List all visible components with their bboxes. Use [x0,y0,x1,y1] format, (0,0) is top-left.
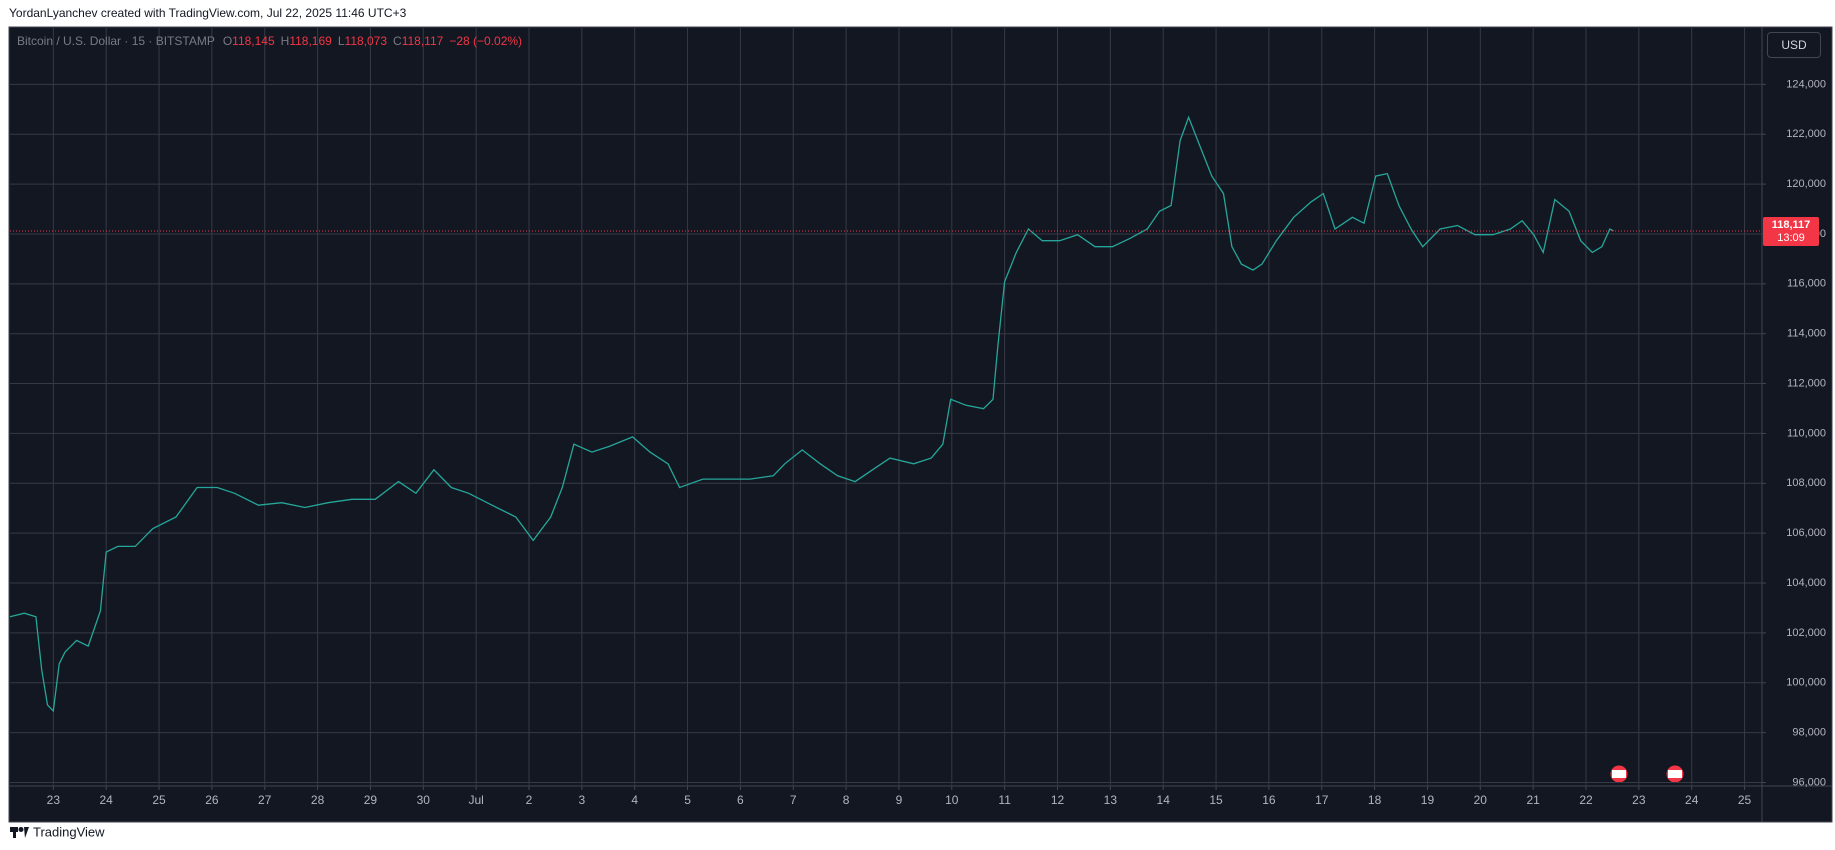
y-tick-label: 106,000 [1786,527,1826,539]
x-tick-label: 14 [1157,793,1171,807]
x-tick-label: 7 [790,793,797,807]
ohlc-value: 118,117 [401,34,444,48]
ohlc-value: 118,145 [232,34,275,48]
x-tick-label: 5 [684,793,691,807]
x-tick-label: 15 [1209,793,1223,807]
x-tick-label: 20 [1474,793,1488,807]
x-tick-label: 24 [1685,793,1699,807]
x-tick-label: 19 [1421,793,1435,807]
x-tick-label: 24 [100,793,114,807]
x-tick-label: 17 [1315,793,1329,807]
y-tick-label: 102,000 [1786,627,1826,639]
x-tick-label: 23 [1632,793,1646,807]
last-price-box [1763,217,1819,247]
x-tick-label: 28 [311,793,325,807]
y-tick-label: 98,000 [1792,727,1826,739]
y-tick-label: 116,000 [1787,278,1826,290]
ohlc-key: O [222,34,233,48]
x-tick-label: 10 [945,793,959,807]
ohlc-key: C [393,34,402,48]
currency-button[interactable]: USD [1767,32,1821,58]
header: YordanLyanchev created with TradingView.… [9,6,407,20]
y-tick-label: 104,000 [1786,577,1826,589]
x-tick-label: 2 [526,793,533,807]
ohlc-value: 118,169 [289,34,332,48]
grid [10,28,1762,785]
logo [10,827,29,838]
y-tick-label: 114,000 [1787,328,1826,340]
x-tick-label: Jul [468,793,483,807]
x-tick-label: 29 [364,793,378,807]
x-tick-label: 4 [631,793,638,807]
y-tick-label: 120,000 [1786,178,1826,190]
y-tick-label: 100,000 [1786,677,1826,689]
x-tick-label: 13 [1104,793,1118,807]
last-price-label: 118,117 [1772,219,1811,231]
y-tick-label: 122,000 [1786,128,1826,140]
x-tick-label: 6 [737,793,744,807]
x-tick-label: 23 [47,793,61,807]
y-tick-label: 110,000 [1787,427,1826,439]
ohlc-value: 118,073 [344,34,388,48]
x-tick-label: 8 [843,793,850,807]
price-line [9,115,1614,713]
ohlc-key: L [337,34,345,48]
change: −28 (−0.02%) [449,34,523,48]
x-tick-label: 16 [1262,793,1276,807]
footer: TradingView [33,824,105,839]
y-tick-label: 124,000 [1786,78,1826,90]
x-tick-label: 21 [1526,793,1540,807]
x-tick-label: 12 [1051,793,1065,807]
x-tick-label: 30 [417,793,431,807]
y-tick-label: 108,000 [1786,477,1826,489]
x-tick-label: 27 [258,793,272,807]
x-tick-label: 22 [1579,793,1593,807]
chart-background [8,26,1833,823]
x-tick-label: 25 [1738,793,1752,807]
x-tick-label: 26 [205,793,219,807]
x-tick-label: 18 [1368,793,1382,807]
y-tick-label: 112,000 [1787,377,1826,389]
y-tick-label: 96,000 [1792,776,1826,788]
x-tick-label: 9 [896,793,903,807]
symbol: Bitcoin / U.S. Dollar · 15 · BITSTAMP [17,34,215,48]
countdown: 13:09 [1777,232,1805,244]
x-tick-label: 3 [579,793,586,807]
x-tick-label: 11 [998,793,1011,807]
legend: Bitcoin / U.S. Dollar · 15 · BITSTAMP O11… [17,34,528,48]
x-tick-label: 25 [152,793,166,807]
ohlc-key: H [280,34,290,48]
